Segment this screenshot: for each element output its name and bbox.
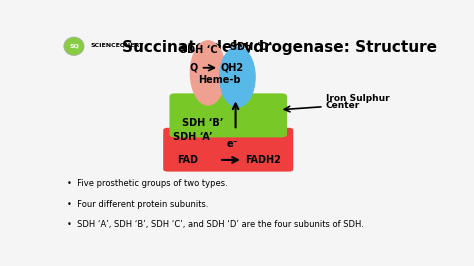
Ellipse shape [64, 37, 84, 56]
Text: Q: Q [190, 63, 198, 73]
Text: SQ: SQ [69, 44, 79, 49]
Text: •  SDH ‘A’, SDH ‘B’, SDH ‘C’, and SDH ‘D’ are the four subunits of SDH.: • SDH ‘A’, SDH ‘B’, SDH ‘C’, and SDH ‘D’… [66, 220, 364, 229]
FancyBboxPatch shape [163, 128, 293, 172]
Text: FAD: FAD [177, 155, 198, 165]
Text: e⁻: e⁻ [227, 139, 238, 149]
Text: Center: Center [326, 101, 360, 110]
Text: Heme-b: Heme-b [198, 75, 240, 85]
Text: SDH ‘A’: SDH ‘A’ [173, 132, 213, 142]
Text: SCIENCEQUERY: SCIENCEQUERY [91, 43, 144, 48]
Text: •  Four different protein subunits.: • Four different protein subunits. [66, 200, 208, 209]
Text: •  Five prosthetic groups of two types.: • Five prosthetic groups of two types. [66, 179, 228, 188]
Ellipse shape [219, 46, 256, 108]
Text: SDH ‘B’: SDH ‘B’ [182, 118, 223, 128]
Text: Succinate dehydrogenase: Structure: Succinate dehydrogenase: Structure [122, 40, 437, 55]
Text: SDH ‘D’: SDH ‘D’ [230, 42, 272, 52]
Text: QH2: QH2 [221, 63, 244, 73]
Ellipse shape [190, 40, 227, 106]
FancyBboxPatch shape [169, 93, 287, 138]
Text: Iron Sulphur: Iron Sulphur [326, 94, 389, 103]
Text: FADH2: FADH2 [245, 155, 281, 165]
Text: SDH ‘C’: SDH ‘C’ [181, 45, 222, 55]
